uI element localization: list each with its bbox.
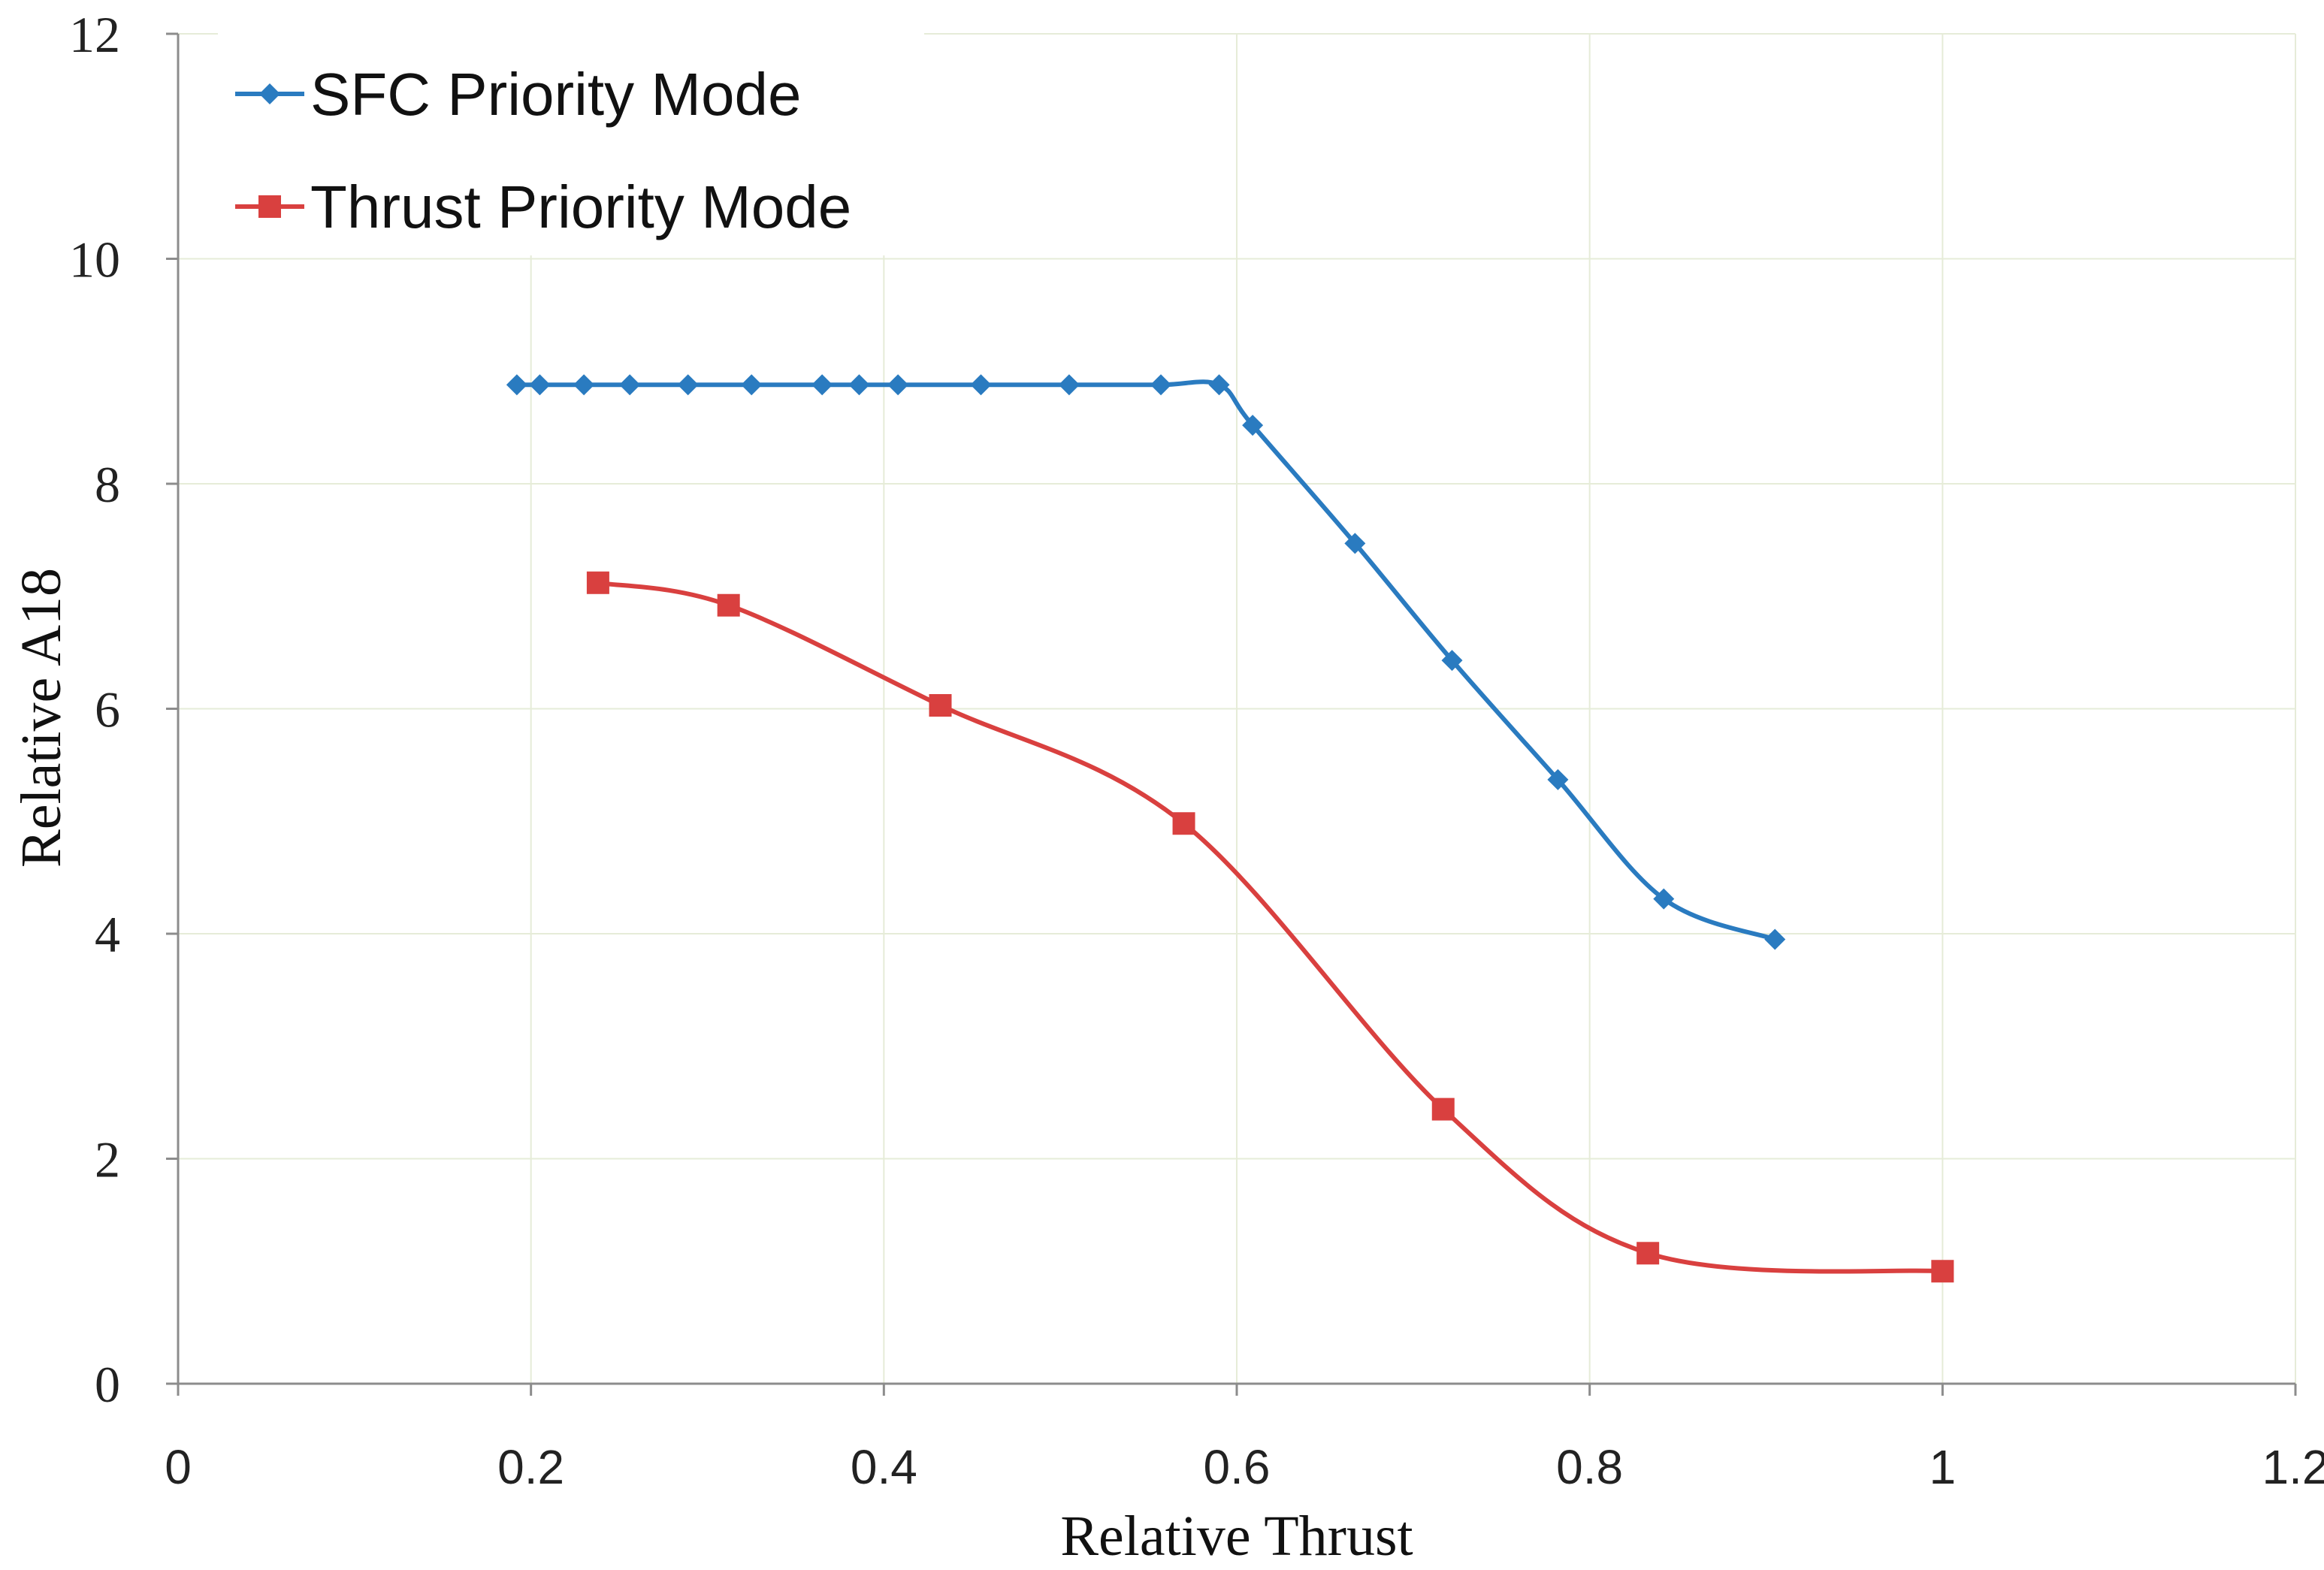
y-tick-label: 6 [95, 681, 120, 738]
y-tick-label: 10 [69, 231, 120, 288]
thrust-priority-point [586, 571, 609, 594]
sfc-priority-point [741, 374, 763, 396]
legend-sfc-priority-marker [259, 83, 280, 104]
x-tick-label: 1.2 [2262, 1440, 2324, 1494]
sfc-priority-point [1058, 374, 1080, 396]
sfc-priority-point [970, 374, 992, 396]
sfc-priority-point [1441, 650, 1463, 672]
sfc-priority-point [1547, 768, 1569, 790]
legend-thrust-priority-label: Thrust Priority Mode [310, 174, 851, 240]
x-tick-label: 0 [165, 1440, 192, 1494]
sfc-priority-point [677, 374, 699, 396]
legend-thrust-priority-marker [258, 195, 281, 218]
axes [166, 32, 2297, 1396]
series [506, 374, 1954, 1283]
legend-sfc-priority-label: SFC Priority Mode [310, 61, 801, 128]
x-tick-label: 0.2 [497, 1440, 564, 1494]
sfc-priority-point [1764, 928, 1786, 950]
thrust-priority-point [1172, 812, 1195, 835]
x-tick-label: 0.6 [1204, 1440, 1271, 1494]
x-tick-label: 0.4 [851, 1440, 917, 1494]
x-axis-title: Relative Thrust [1060, 1505, 1413, 1568]
sfc-priority-point [1150, 374, 1172, 396]
thrust-priority-line [597, 580, 1943, 1274]
sfc-priority-point [506, 374, 527, 396]
sfc-priority-point [529, 374, 551, 396]
legend-background [218, 30, 924, 255]
sfc-priority-point [573, 374, 595, 396]
sfc-priority-point [619, 374, 641, 396]
thrust-priority-point [717, 593, 740, 617]
sfc-priority-point [1208, 374, 1230, 396]
y-tick-label: 2 [95, 1131, 120, 1188]
sfc-priority-point [887, 374, 909, 396]
sfc-priority-point [811, 374, 833, 396]
sfc-priority-series [506, 374, 1786, 950]
y-axis-title: Relative A18 [10, 568, 73, 868]
sfc-priority-point [1242, 415, 1264, 436]
thrust-priority-point [1636, 1242, 1660, 1265]
sfc-priority-point [848, 374, 870, 396]
y-tick-label: 0 [95, 1356, 120, 1413]
thrust-priority-series [586, 571, 1954, 1283]
y-tick-label: 4 [95, 906, 120, 963]
tick-labels: 0 2 4 6 8 10 12 0 0.2 0.4 0.6 0.8 1 1.2 [69, 6, 2324, 1494]
sfc-priority-point [1344, 533, 1366, 554]
sfc-priority-point [1653, 888, 1675, 910]
sfc-priority-line [516, 379, 1776, 942]
thrust-priority-point [1431, 1097, 1455, 1121]
y-tick-label: 12 [69, 6, 120, 63]
thrust-priority-point [929, 694, 952, 717]
y-tick-label: 8 [95, 456, 120, 513]
legend: SFC Priority Mode Thrust Priority Mode [218, 30, 924, 255]
x-tick-label: 0.8 [1556, 1440, 1623, 1494]
x-tick-label: 1 [1930, 1440, 1957, 1494]
thrust-priority-point [1931, 1260, 1954, 1283]
